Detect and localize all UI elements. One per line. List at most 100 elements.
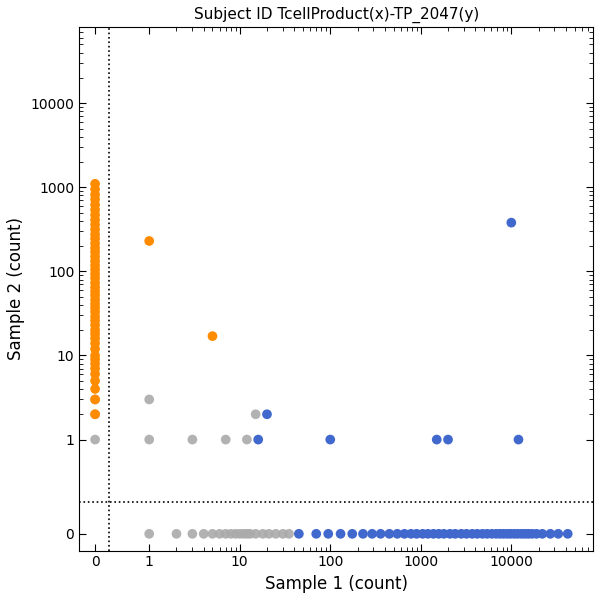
Point bbox=[208, 529, 217, 539]
Point bbox=[90, 269, 100, 279]
Point bbox=[443, 435, 453, 445]
Point bbox=[90, 435, 100, 445]
Point bbox=[145, 395, 154, 404]
Point bbox=[467, 529, 477, 539]
Point bbox=[90, 334, 100, 343]
Point bbox=[502, 529, 512, 539]
Point bbox=[90, 299, 100, 309]
X-axis label: Sample 1 (count): Sample 1 (count) bbox=[265, 575, 407, 593]
Point bbox=[145, 236, 154, 246]
Point bbox=[90, 384, 100, 394]
Point bbox=[262, 409, 272, 419]
Point bbox=[358, 529, 368, 539]
Point bbox=[90, 265, 100, 274]
Point bbox=[90, 205, 100, 215]
Point bbox=[90, 395, 100, 404]
Point bbox=[527, 529, 537, 539]
Point bbox=[278, 529, 288, 539]
Point bbox=[90, 370, 100, 379]
Point bbox=[462, 529, 472, 539]
Point bbox=[90, 243, 100, 253]
Point bbox=[563, 529, 572, 539]
Point bbox=[90, 325, 100, 335]
Point bbox=[517, 529, 526, 539]
Point bbox=[242, 529, 251, 539]
Point bbox=[491, 529, 501, 539]
Point bbox=[90, 316, 100, 325]
Point bbox=[457, 529, 466, 539]
Point bbox=[264, 529, 274, 539]
Point bbox=[412, 529, 421, 539]
Point bbox=[418, 529, 427, 539]
Point bbox=[90, 344, 100, 353]
Point bbox=[400, 529, 409, 539]
Point bbox=[428, 529, 438, 539]
Point bbox=[90, 252, 100, 262]
Point bbox=[487, 529, 497, 539]
Point bbox=[221, 529, 230, 539]
Point bbox=[538, 529, 547, 539]
Point bbox=[172, 529, 181, 539]
Point bbox=[90, 359, 100, 368]
Point bbox=[376, 529, 385, 539]
Point bbox=[392, 529, 402, 539]
Point bbox=[478, 529, 487, 539]
Point bbox=[520, 529, 530, 539]
Point bbox=[90, 350, 100, 360]
Point bbox=[336, 529, 346, 539]
Point bbox=[188, 435, 197, 445]
Point bbox=[90, 303, 100, 313]
Point bbox=[434, 529, 443, 539]
Point bbox=[514, 435, 523, 445]
Point bbox=[239, 529, 248, 539]
Point bbox=[451, 529, 460, 539]
Point bbox=[90, 260, 100, 270]
Y-axis label: Sample 2 (count): Sample 2 (count) bbox=[7, 217, 25, 361]
Point bbox=[90, 376, 100, 386]
Point bbox=[253, 435, 263, 445]
Point bbox=[145, 529, 154, 539]
Point bbox=[90, 184, 100, 194]
Point bbox=[90, 286, 100, 296]
Point bbox=[90, 312, 100, 322]
Point bbox=[482, 529, 492, 539]
Point bbox=[90, 295, 100, 305]
Point bbox=[545, 529, 555, 539]
Point bbox=[90, 355, 100, 364]
Point bbox=[499, 529, 508, 539]
Point bbox=[188, 529, 197, 539]
Point bbox=[90, 364, 100, 373]
Point bbox=[251, 409, 260, 419]
Point bbox=[199, 529, 209, 539]
Point bbox=[90, 283, 100, 292]
Title: Subject ID TcellProduct(x)-TP_2047(y): Subject ID TcellProduct(x)-TP_2047(y) bbox=[194, 7, 479, 23]
Point bbox=[90, 338, 100, 348]
Point bbox=[432, 435, 442, 445]
Point bbox=[90, 409, 100, 419]
Point bbox=[242, 435, 251, 445]
Point bbox=[221, 435, 230, 445]
Point bbox=[347, 529, 357, 539]
Point bbox=[258, 529, 268, 539]
Point bbox=[325, 435, 335, 445]
Point bbox=[506, 218, 516, 227]
Point bbox=[506, 529, 515, 539]
Point bbox=[90, 274, 100, 283]
Point bbox=[90, 307, 100, 317]
Point bbox=[90, 395, 100, 404]
Point bbox=[90, 194, 100, 204]
Point bbox=[423, 529, 433, 539]
Point bbox=[284, 529, 294, 539]
Point bbox=[90, 239, 100, 248]
Point bbox=[90, 256, 100, 266]
Point bbox=[90, 210, 100, 220]
Point bbox=[90, 230, 100, 239]
Point bbox=[406, 529, 416, 539]
Point bbox=[90, 215, 100, 224]
Point bbox=[90, 247, 100, 257]
Point bbox=[90, 179, 100, 188]
Point bbox=[385, 529, 394, 539]
Point bbox=[90, 320, 100, 330]
Point bbox=[90, 329, 100, 339]
Point bbox=[90, 220, 100, 229]
